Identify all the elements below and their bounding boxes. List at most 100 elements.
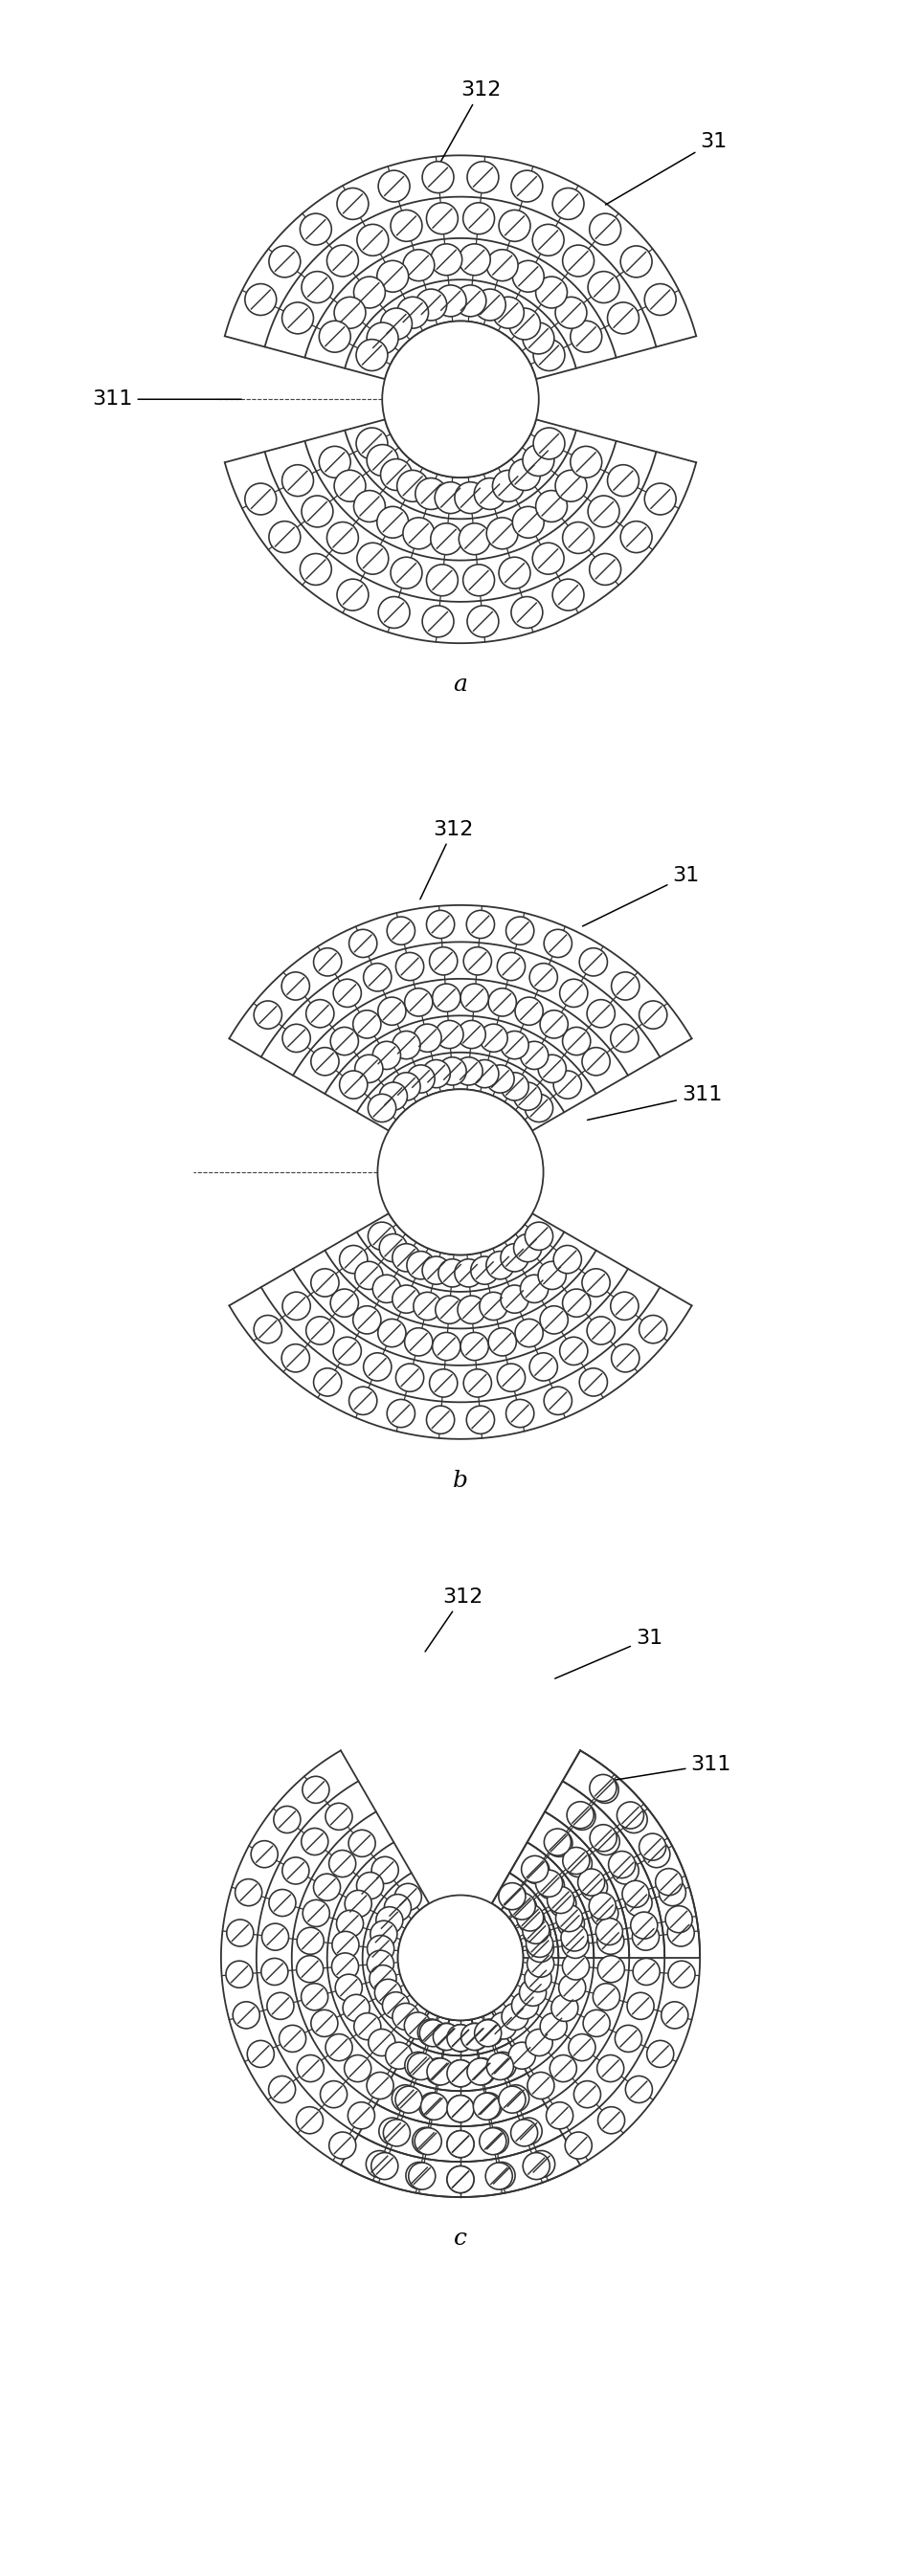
Circle shape bbox=[499, 211, 530, 242]
Circle shape bbox=[520, 1275, 547, 1303]
Circle shape bbox=[567, 1801, 593, 1829]
Circle shape bbox=[489, 2012, 516, 2040]
Circle shape bbox=[269, 2076, 295, 2102]
Circle shape bbox=[334, 469, 365, 502]
Circle shape bbox=[505, 917, 534, 945]
Circle shape bbox=[375, 1906, 402, 1935]
Circle shape bbox=[537, 1054, 566, 1082]
Circle shape bbox=[269, 1888, 295, 1917]
Circle shape bbox=[282, 301, 313, 335]
Circle shape bbox=[462, 2022, 489, 2050]
Circle shape bbox=[446, 2130, 474, 2159]
Circle shape bbox=[512, 507, 544, 538]
Text: 311: 311 bbox=[601, 1754, 730, 1783]
Circle shape bbox=[525, 1929, 552, 1958]
Circle shape bbox=[627, 1994, 653, 2020]
Circle shape bbox=[511, 170, 542, 201]
Circle shape bbox=[354, 1054, 383, 1082]
Text: 31: 31 bbox=[582, 866, 698, 927]
Circle shape bbox=[407, 2053, 434, 2079]
Circle shape bbox=[311, 2009, 338, 2038]
Circle shape bbox=[385, 2043, 412, 2069]
Circle shape bbox=[366, 446, 397, 477]
Circle shape bbox=[630, 1911, 657, 1940]
Circle shape bbox=[328, 2133, 355, 2159]
Circle shape bbox=[591, 1777, 618, 1803]
Circle shape bbox=[378, 170, 409, 201]
Circle shape bbox=[282, 971, 309, 999]
Circle shape bbox=[512, 260, 544, 291]
Circle shape bbox=[269, 245, 300, 278]
Circle shape bbox=[367, 1935, 394, 1963]
Circle shape bbox=[526, 1935, 553, 1963]
Circle shape bbox=[646, 2040, 673, 2069]
Circle shape bbox=[282, 464, 313, 497]
Circle shape bbox=[408, 2164, 435, 2190]
Circle shape bbox=[261, 1958, 288, 1986]
Circle shape bbox=[562, 1847, 589, 1875]
Circle shape bbox=[473, 2094, 500, 2120]
Text: 311: 311 bbox=[92, 389, 241, 410]
Circle shape bbox=[337, 188, 368, 219]
Circle shape bbox=[392, 1072, 420, 1100]
Circle shape bbox=[539, 1306, 568, 1334]
Circle shape bbox=[302, 1777, 329, 1803]
Circle shape bbox=[226, 1919, 253, 1947]
Circle shape bbox=[339, 1244, 367, 1273]
Circle shape bbox=[376, 260, 408, 291]
Circle shape bbox=[392, 1244, 420, 1273]
Circle shape bbox=[610, 1025, 638, 1051]
Circle shape bbox=[382, 1991, 408, 2020]
Circle shape bbox=[514, 2117, 542, 2146]
Circle shape bbox=[460, 1332, 488, 1360]
Circle shape bbox=[638, 1834, 665, 1860]
Circle shape bbox=[330, 1028, 358, 1056]
Text: 312: 312 bbox=[438, 80, 500, 165]
Circle shape bbox=[555, 1904, 582, 1932]
Circle shape bbox=[305, 1316, 334, 1345]
Circle shape bbox=[413, 1293, 441, 1319]
Circle shape bbox=[565, 2133, 592, 2159]
Circle shape bbox=[384, 1893, 410, 1922]
Circle shape bbox=[301, 1984, 328, 2009]
Circle shape bbox=[405, 2053, 431, 2079]
Circle shape bbox=[562, 1953, 589, 1981]
Circle shape bbox=[529, 963, 557, 992]
Circle shape bbox=[282, 1857, 309, 1883]
Circle shape bbox=[552, 188, 583, 219]
Circle shape bbox=[597, 2107, 624, 2133]
Circle shape bbox=[535, 489, 567, 523]
Circle shape bbox=[589, 1824, 616, 1852]
Circle shape bbox=[368, 2030, 395, 2056]
Circle shape bbox=[454, 482, 486, 513]
Circle shape bbox=[245, 283, 276, 314]
Circle shape bbox=[331, 1953, 358, 1981]
Circle shape bbox=[407, 1252, 434, 1280]
Circle shape bbox=[386, 1399, 415, 1427]
Circle shape bbox=[523, 322, 554, 353]
Circle shape bbox=[505, 1399, 534, 1427]
Circle shape bbox=[591, 1901, 617, 1927]
Circle shape bbox=[592, 1984, 619, 2009]
Circle shape bbox=[608, 1852, 635, 1878]
Circle shape bbox=[434, 286, 466, 317]
Circle shape bbox=[313, 948, 341, 976]
Circle shape bbox=[526, 1950, 554, 1978]
Circle shape bbox=[431, 523, 462, 554]
Circle shape bbox=[353, 2012, 381, 2040]
Circle shape bbox=[533, 340, 564, 371]
Circle shape bbox=[379, 1082, 407, 1110]
Circle shape bbox=[544, 1829, 570, 1855]
Circle shape bbox=[390, 556, 421, 587]
Circle shape bbox=[533, 428, 564, 459]
Circle shape bbox=[427, 2058, 454, 2084]
Circle shape bbox=[366, 2071, 393, 2099]
Circle shape bbox=[500, 1072, 528, 1100]
Circle shape bbox=[596, 2056, 623, 2081]
Circle shape bbox=[296, 1955, 323, 1984]
Circle shape bbox=[463, 564, 494, 595]
Circle shape bbox=[396, 1363, 423, 1391]
Circle shape bbox=[510, 1893, 536, 1922]
Circle shape bbox=[458, 523, 489, 554]
Circle shape bbox=[454, 1056, 482, 1084]
